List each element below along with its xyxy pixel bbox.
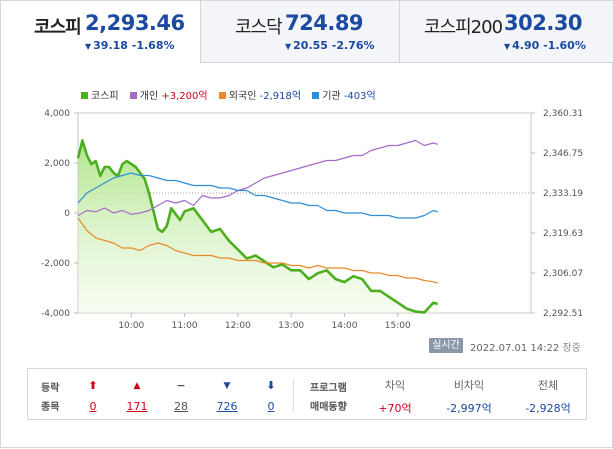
arbitrage-label: 차익 bbox=[384, 379, 406, 392]
index-value: 302.30 bbox=[504, 11, 583, 35]
total-stat: 전체 -2,928억 bbox=[516, 378, 580, 416]
timestamp: 2022.07.01 14:22 장중 bbox=[470, 343, 581, 354]
rise-triangle-icon: ▲ bbox=[133, 381, 141, 391]
left-tick-label: 2,000 bbox=[44, 159, 70, 169]
non-arbitrage-label: 비차익 bbox=[453, 379, 485, 392]
plot-frame bbox=[77, 112, 532, 314]
tab-name: 코스피200 bbox=[424, 17, 503, 38]
divider bbox=[293, 379, 294, 411]
market-breadth-box: 등락 종목 ⬆ 0 ▲ 171 − 28 ▼ 726 ⬇ 0 프로그램 매매동향… bbox=[27, 368, 587, 420]
kospi-line bbox=[76, 139, 439, 314]
x-tick-label: 15:00 bbox=[385, 321, 411, 331]
flat-count: − 28 bbox=[170, 378, 192, 413]
legend-swatch bbox=[218, 92, 226, 99]
lower-limit-link[interactable]: 0 bbox=[267, 400, 275, 413]
fall-link[interactable]: 726 bbox=[216, 400, 238, 413]
total-label: 전체 bbox=[537, 379, 559, 392]
chart-legend: 코스피 개인 +3,200억 외국인 -2,918억 기관 -403억 bbox=[81, 87, 384, 102]
index-tabs: 코스피 2,293.46 ▼ 39.18 -1.68% 코스닥 724.89 ▼ 2… bbox=[1, 1, 613, 63]
legend-kospi[interactable]: 코스피 bbox=[81, 91, 119, 102]
left-tick-label: -2,000 bbox=[41, 259, 70, 269]
right-tick-label: 2,306.07 bbox=[543, 269, 583, 279]
legend-swatch bbox=[81, 92, 88, 99]
legend-institution[interactable]: 기관 -403억 bbox=[312, 91, 376, 102]
upper-limit-link[interactable]: 0 bbox=[89, 400, 97, 413]
individual-line bbox=[77, 139, 438, 217]
total-value: -2,928억 bbox=[525, 402, 571, 415]
upper-limit-count: ⬆ 0 bbox=[83, 378, 103, 413]
non-arbitrage-value: -2,997억 bbox=[446, 402, 492, 415]
rise-link[interactable]: 171 bbox=[126, 400, 148, 413]
tab-name: 코스닥 bbox=[235, 17, 283, 38]
lower-limit-count: ⬇ 0 bbox=[261, 378, 281, 413]
down-triangle-icon: ▼ bbox=[285, 42, 292, 51]
down-triangle-icon: ▼ bbox=[85, 42, 92, 51]
tab-kospi[interactable]: 코스피 2,293.46 ▼ 39.18 -1.68% bbox=[1, 1, 201, 63]
legend-individual[interactable]: 개인 +3,200억 bbox=[129, 91, 208, 102]
arbitrage-stat: 차익 +70억 bbox=[370, 378, 420, 416]
foreign-line bbox=[77, 217, 438, 284]
breadth-label-2: 종목 bbox=[41, 402, 60, 413]
flat-dash-icon: − bbox=[176, 379, 186, 392]
program-label: 프로그램 bbox=[310, 383, 347, 394]
fall-triangle-icon: ▼ bbox=[223, 381, 231, 391]
arbitrage-value: +70억 bbox=[378, 402, 412, 415]
x-tick-label: 11:00 bbox=[172, 321, 198, 331]
right-tick-label: 2,333.19 bbox=[543, 189, 583, 199]
index-value: 2,293.46 bbox=[85, 11, 185, 35]
flat-link[interactable]: 28 bbox=[174, 400, 188, 413]
right-tick-label: 2,292.51 bbox=[543, 309, 583, 319]
rise-count: ▲ 171 bbox=[124, 378, 150, 413]
x-tick-label: 14:00 bbox=[332, 321, 358, 331]
left-tick-label: 0 bbox=[64, 209, 70, 219]
left-tick-label: 4,000 bbox=[44, 109, 70, 119]
left-tick-label: -4,000 bbox=[41, 309, 70, 319]
lower-limit-arrow-icon: ⬇ bbox=[266, 379, 276, 392]
x-tick-label: 10:00 bbox=[118, 321, 144, 331]
legend-foreign[interactable]: 외국인 -2,918억 bbox=[218, 91, 301, 102]
index-change: ▼ 4.90 -1.60% bbox=[504, 39, 586, 52]
down-triangle-icon: ▼ bbox=[504, 42, 511, 51]
x-tick-label: 13:00 bbox=[278, 321, 304, 331]
right-tick-label: 2,319.63 bbox=[543, 229, 583, 239]
right-tick-label: 2,360.31 bbox=[543, 109, 583, 119]
legend-swatch bbox=[129, 92, 137, 99]
index-change: ▼ 39.18 -1.68% bbox=[85, 39, 175, 52]
program-label-2: 매매동향 bbox=[310, 402, 347, 413]
kospi-area bbox=[78, 140, 438, 313]
upper-limit-arrow-icon: ⬆ bbox=[88, 379, 98, 392]
right-tick-label: 2,346.75 bbox=[543, 149, 583, 159]
legend-swatch bbox=[312, 92, 320, 99]
realtime-badge: 실시간 bbox=[429, 338, 463, 353]
index-change: ▼ 20.55 -2.76% bbox=[285, 39, 375, 52]
fall-count: ▼ 726 bbox=[213, 378, 241, 413]
institution-line bbox=[77, 172, 438, 219]
non-arbitrage-stat: 비차익 -2,997억 bbox=[438, 378, 500, 416]
tab-kosdaq[interactable]: 코스닥 724.89 ▼ 20.55 -2.76% bbox=[201, 1, 400, 63]
x-tick-label: 12:00 bbox=[225, 321, 251, 331]
tab-name: 코스피 bbox=[34, 17, 82, 38]
index-value: 724.89 bbox=[285, 11, 364, 35]
breadth-label: 등락 bbox=[41, 383, 60, 394]
tab-kospi200[interactable]: 코스피200 302.30 ▼ 4.90 -1.60% bbox=[400, 1, 613, 63]
